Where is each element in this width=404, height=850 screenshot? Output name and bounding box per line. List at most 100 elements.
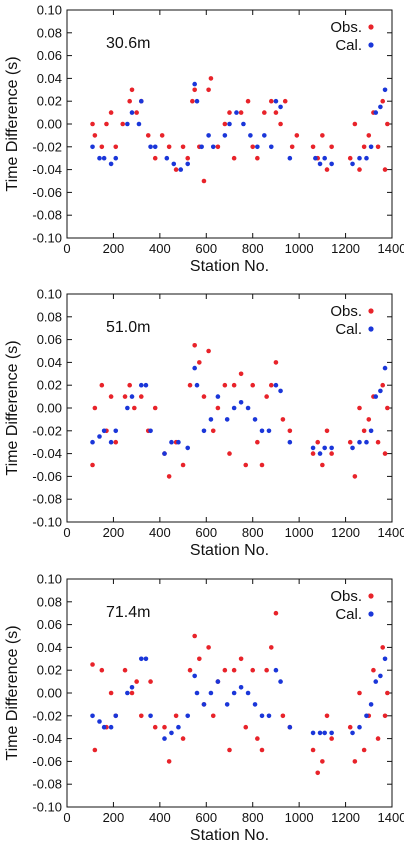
- x-tick-label: 1200: [331, 241, 360, 256]
- cal-point: [259, 713, 265, 719]
- obs-point: [289, 144, 295, 150]
- obs-point: [268, 645, 274, 650]
- legend-marker: [368, 42, 374, 48]
- obs-point: [250, 382, 256, 388]
- cal-point: [148, 144, 153, 150]
- cal-point: [101, 724, 107, 730]
- cal-point: [224, 702, 230, 707]
- x-tick-label: 1200: [331, 810, 360, 825]
- cal-point: [329, 445, 334, 451]
- cal-point: [162, 451, 167, 456]
- legend-marker: [368, 326, 374, 332]
- cal-point: [382, 365, 388, 371]
- cal-point: [129, 685, 135, 690]
- obs-point: [250, 144, 256, 150]
- obs-point: [201, 394, 207, 399]
- cal-point: [224, 417, 230, 422]
- cal-point: [231, 405, 237, 411]
- obs-point: [192, 87, 197, 93]
- obs-point: [134, 679, 139, 684]
- obs-point: [375, 439, 381, 445]
- obs-point: [201, 178, 207, 184]
- obs-point: [352, 474, 358, 479]
- obs-point: [173, 713, 179, 719]
- y-tick-label: 0.02: [37, 378, 62, 393]
- y-tick-label: 0.02: [37, 663, 62, 678]
- cal-point: [266, 428, 272, 434]
- cal-point: [108, 439, 114, 445]
- obs-point: [187, 667, 193, 673]
- y-tick-label: 0.06: [37, 617, 62, 632]
- cal-point: [373, 394, 379, 399]
- legend-label: Obs.: [330, 303, 362, 320]
- y-tick-label: -0.06: [32, 185, 62, 200]
- cal-point: [208, 417, 214, 422]
- obs-point: [231, 667, 237, 673]
- cal-point: [357, 155, 362, 161]
- x-axis-label: Station No.: [190, 258, 269, 275]
- legend-label: Cal.: [335, 321, 362, 338]
- cal-point: [273, 98, 279, 104]
- obs-point: [120, 121, 126, 127]
- obs-point: [134, 110, 139, 115]
- x-tick-label: 600: [195, 810, 217, 825]
- obs-point: [129, 690, 135, 696]
- legend-label: Cal.: [335, 37, 362, 54]
- obs-point: [361, 144, 367, 150]
- y-tick-label: 0.00: [37, 686, 62, 701]
- obs-point: [108, 394, 114, 399]
- cal-point: [129, 394, 135, 399]
- obs-point: [255, 736, 260, 741]
- y-tick-label: 0.04: [37, 71, 62, 86]
- chart-panel: 0.10 0.08 0.06 0.04 0.02 0.00 -0.02 -0.04 -0.06 -…: [4, 3, 404, 276]
- obs-point: [108, 690, 114, 696]
- cal-point: [238, 400, 244, 405]
- cal-point: [90, 439, 95, 445]
- cal-point: [368, 702, 374, 707]
- obs-point: [357, 690, 362, 696]
- y-tick-label: -0.02: [32, 139, 62, 154]
- cal-point: [278, 388, 283, 394]
- obs-point: [210, 428, 216, 434]
- legend-marker: [368, 611, 374, 617]
- obs-point: [215, 144, 221, 150]
- y-tick-label: -0.08: [32, 492, 62, 507]
- series-0: [90, 610, 390, 776]
- obs-point: [262, 110, 267, 115]
- cal-point: [322, 155, 327, 161]
- cal-point: [101, 155, 107, 161]
- x-tick-label: 400: [149, 810, 171, 825]
- obs-point: [210, 713, 216, 719]
- obs-point: [206, 87, 211, 93]
- cal-point: [259, 428, 265, 434]
- obs-point: [152, 405, 158, 411]
- cal-point: [373, 679, 379, 684]
- obs-point: [320, 462, 325, 468]
- y-tick-label: -0.06: [32, 754, 62, 769]
- x-tick-label: 1400: [378, 525, 404, 540]
- cal-point: [178, 167, 184, 172]
- cal-point: [222, 133, 228, 138]
- obs-point: [310, 451, 316, 456]
- y-tick-label: 0.10: [37, 3, 62, 18]
- obs-point: [208, 76, 214, 81]
- cal-point: [350, 730, 355, 736]
- obs-point: [92, 405, 98, 411]
- obs-point: [197, 360, 202, 365]
- y-tick-label: -0.10: [32, 231, 62, 246]
- cal-point: [101, 428, 107, 434]
- obs-point: [122, 394, 128, 399]
- obs-point: [92, 747, 98, 753]
- cal-point: [113, 713, 119, 719]
- obs-point: [357, 405, 362, 411]
- obs-point: [104, 121, 109, 127]
- cal-point: [108, 161, 114, 167]
- obs-point: [385, 405, 390, 411]
- cal-point: [238, 685, 244, 690]
- y-tick-label: -0.08: [32, 208, 62, 223]
- obs-point: [347, 724, 353, 730]
- cal-point: [382, 656, 388, 662]
- obs-point: [180, 144, 186, 150]
- cal-point: [350, 445, 355, 451]
- x-tick-label: 1200: [331, 525, 360, 540]
